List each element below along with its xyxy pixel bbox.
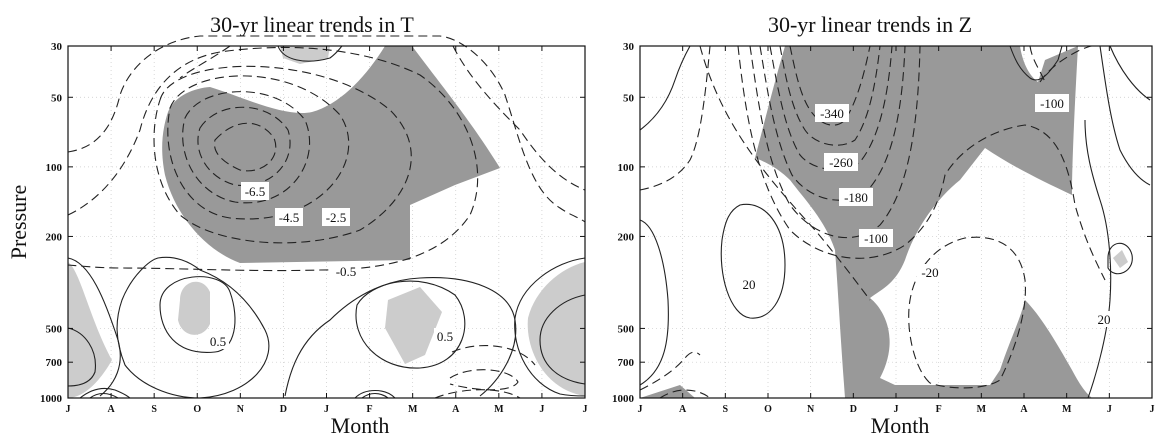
x-tick-label: M bbox=[494, 404, 504, 415]
y-tick-label: 30 bbox=[623, 41, 635, 53]
contour-label: -0.5 bbox=[336, 264, 357, 279]
y-tick-label: 1000 bbox=[40, 393, 63, 405]
y-tick-label: 100 bbox=[618, 162, 635, 174]
x-tick-label: J bbox=[583, 404, 588, 415]
contour-label: -100 bbox=[1040, 96, 1064, 111]
x-tick-label: J bbox=[539, 404, 544, 415]
shade-negative-main bbox=[755, 46, 1092, 398]
y-tick-label: 30 bbox=[51, 41, 63, 53]
x-tick-label: J bbox=[324, 404, 329, 415]
x-tick-label: M bbox=[1062, 404, 1072, 415]
x-tick-label: O bbox=[193, 404, 201, 415]
y-tick-label: 100 bbox=[46, 162, 63, 174]
shade-lower-left bbox=[68, 262, 112, 398]
chart-title-right: 30-yr linear trends in Z bbox=[768, 12, 972, 37]
x-tick-label: M bbox=[977, 404, 987, 415]
x-tick-label: A bbox=[679, 404, 687, 415]
contour-label: -6.5 bbox=[245, 184, 266, 199]
y-tick-label: 700 bbox=[46, 357, 63, 369]
shade-mar bbox=[385, 287, 442, 364]
x-tick-label: A bbox=[452, 404, 460, 415]
contour-label: -180 bbox=[844, 190, 868, 205]
y-tick-label: 50 bbox=[623, 92, 635, 104]
x-tick-label: A bbox=[1020, 404, 1028, 415]
contour-label: -2.5 bbox=[326, 210, 347, 225]
y-tick-label: 500 bbox=[618, 323, 635, 335]
y-tick-label: 200 bbox=[618, 231, 635, 243]
contour-label: -4.5 bbox=[279, 210, 300, 225]
x-tick-label: J bbox=[66, 404, 71, 415]
x-tick-label: D bbox=[850, 404, 857, 415]
y-tick-label: 50 bbox=[51, 92, 63, 104]
x-tick-label: J bbox=[894, 404, 899, 415]
x-axis-label-right: Month bbox=[871, 413, 930, 438]
contours-left bbox=[67, 35, 586, 399]
x-tick-label: M bbox=[408, 404, 418, 415]
panel-temperature: 30-yr linear trends in T Pressure Month bbox=[6, 12, 588, 438]
x-tick-label: O bbox=[764, 404, 772, 415]
contour-labels-right: -340 -260 -180 -100 -100 -20 20 20 bbox=[738, 94, 1115, 327]
contour-label: -260 bbox=[829, 155, 853, 170]
shade-lower-right bbox=[527, 262, 585, 396]
x-tick-label: J bbox=[1150, 404, 1155, 415]
shade-oct bbox=[178, 281, 210, 335]
shade-top-left bbox=[280, 46, 330, 64]
contour-label: -100 bbox=[864, 231, 888, 246]
y-tick-label: 700 bbox=[618, 357, 635, 369]
x-tick-label: N bbox=[807, 404, 815, 415]
shading-right bbox=[640, 46, 1128, 398]
x-tick-label: J bbox=[1107, 404, 1112, 415]
shade-jun bbox=[1113, 250, 1128, 268]
shade-jan-bottom bbox=[640, 385, 695, 398]
contour-label: -20 bbox=[921, 265, 938, 280]
y-axis-label: Pressure bbox=[6, 185, 31, 260]
shading-left bbox=[68, 46, 585, 398]
x-tick-label: J bbox=[638, 404, 643, 415]
y-tick-label: 1000 bbox=[612, 393, 635, 405]
x-tick-label: A bbox=[107, 404, 115, 415]
contour-label: 20 bbox=[743, 277, 756, 292]
x-tick-label: N bbox=[237, 404, 245, 415]
x-tick-label: F bbox=[936, 404, 942, 415]
contour-labels-left: -6.5 -4.5 -2.5 -0.5 0.5 0.5 bbox=[207, 182, 456, 349]
shade-negative-core bbox=[162, 46, 500, 263]
x-tick-label: S bbox=[723, 404, 729, 415]
contour-label: 20 bbox=[1098, 312, 1111, 327]
panel-geopotential: 30-yr linear trends in Z Month bbox=[612, 12, 1155, 438]
contour-label: 0.5 bbox=[437, 329, 453, 344]
x-tick-label: F bbox=[367, 404, 373, 415]
chart-title-left: 30-yr linear trends in T bbox=[210, 12, 414, 37]
x-tick-label: S bbox=[151, 404, 157, 415]
x-tick-label: D bbox=[280, 404, 287, 415]
x-axis-label-left: Month bbox=[331, 413, 390, 438]
contour-label: -340 bbox=[820, 106, 844, 121]
y-tick-label: 200 bbox=[46, 231, 63, 243]
contour-label: 0.5 bbox=[210, 334, 226, 349]
y-tick-label: 500 bbox=[46, 323, 63, 335]
contours-right bbox=[639, 45, 1151, 399]
